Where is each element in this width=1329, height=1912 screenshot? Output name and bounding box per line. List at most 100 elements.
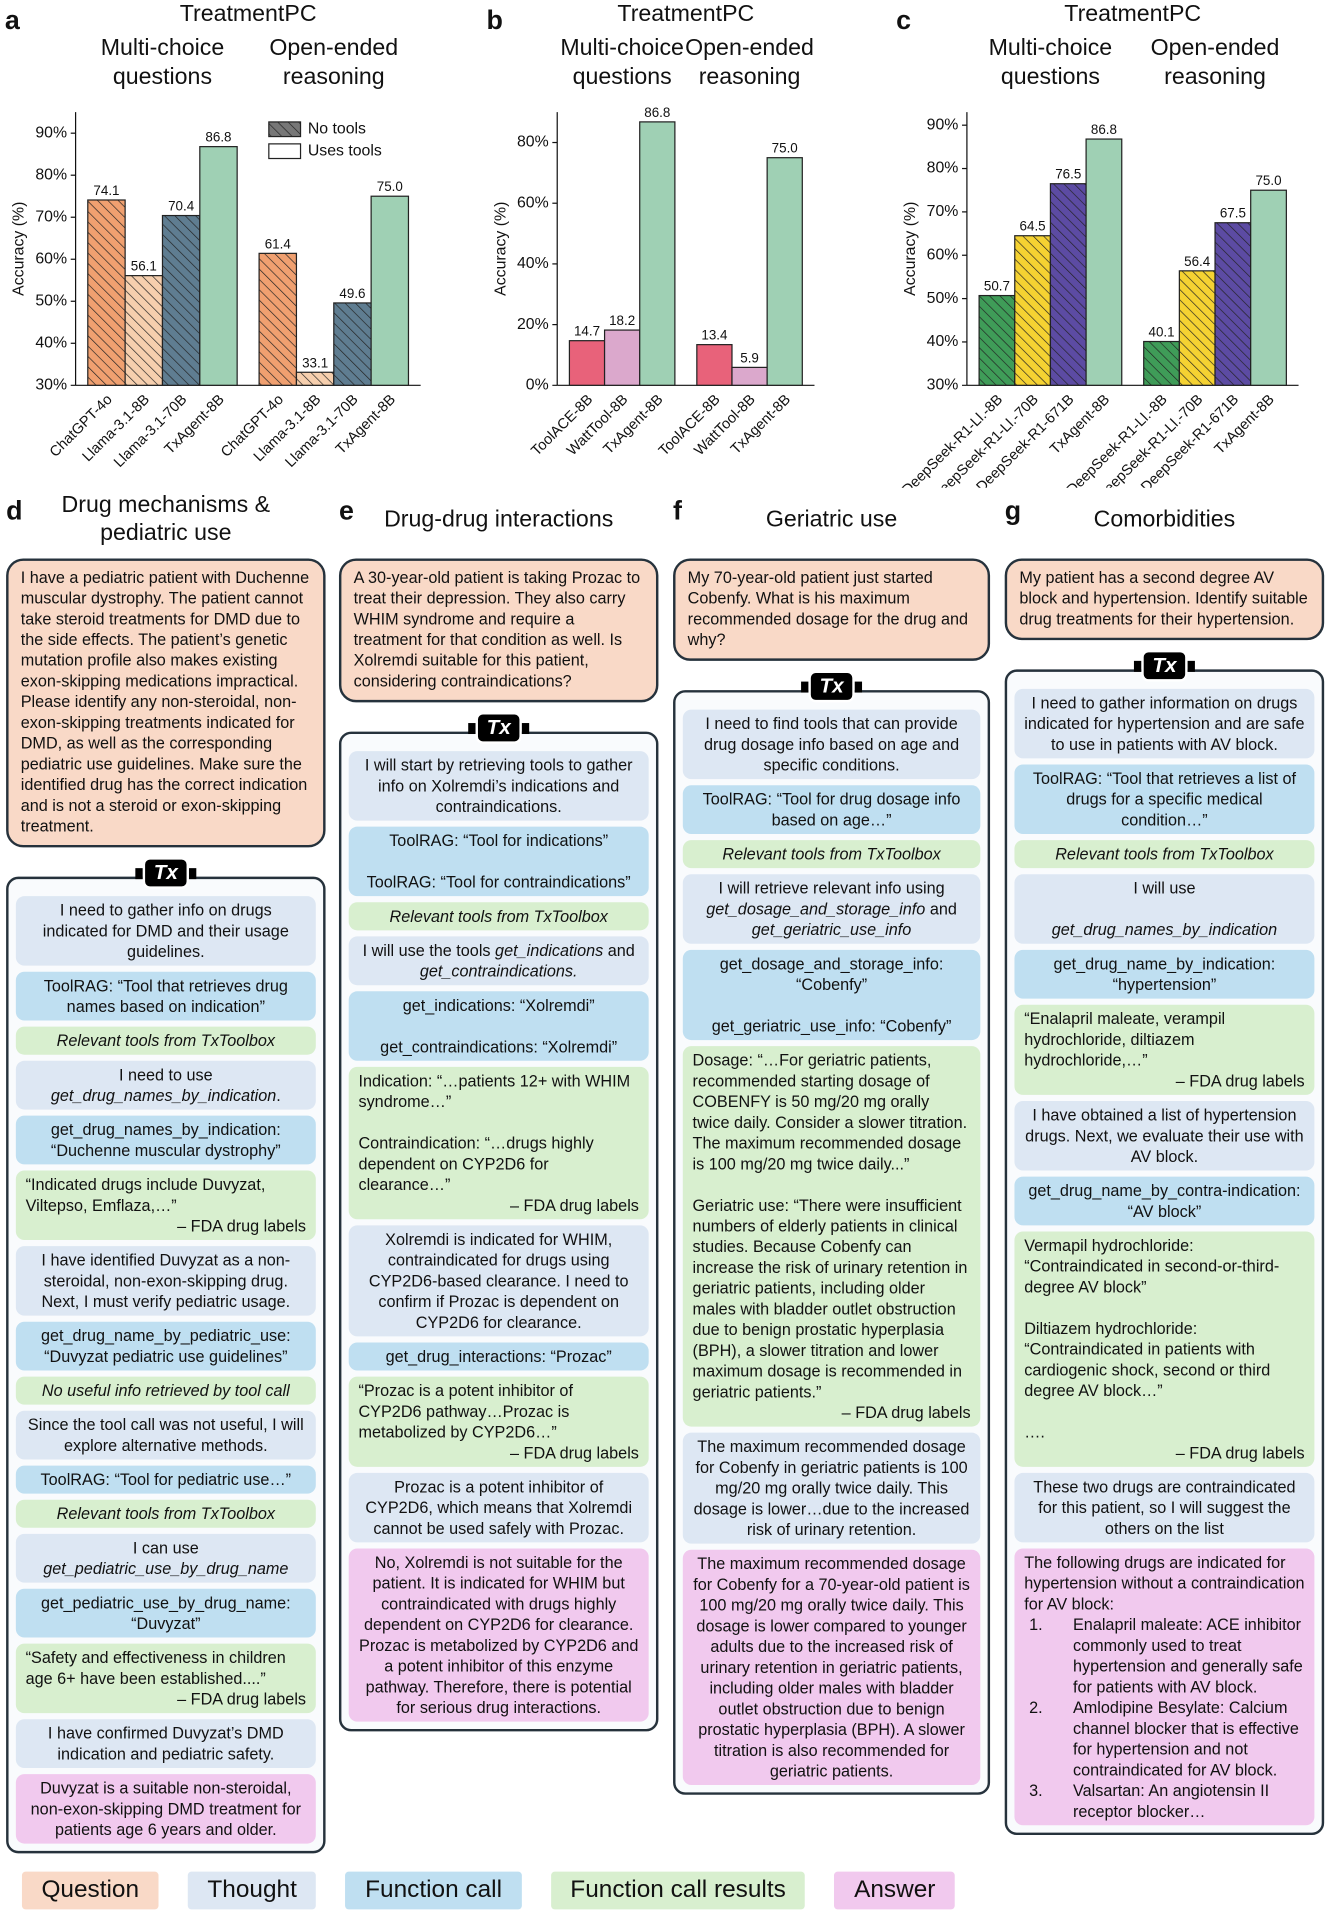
y-tick-label: 40% [35,334,67,351]
step-call: ToolRAG: “Tool for drug dosage info base… [682,785,981,835]
y-tick-label: 90% [927,116,959,133]
bar [731,366,768,386]
list-number: 1. [1029,1615,1043,1634]
text-span: I will use the tools [362,941,496,960]
paragraph: Relevant tools from TxToolbox [26,1030,306,1051]
paragraph: get_drug_names_by_indication: “Duchenne … [50,1120,281,1160]
y-tick-label: 80% [517,134,549,151]
panel: d Drug mechanisms & pediatric use I have a… [6,488,326,1854]
bar-hatch [1143,341,1180,386]
bar-hatch [1179,270,1216,386]
group-title: questions [573,63,672,89]
paragraph: get_drug_name_by_indication: “hypertensi… [1053,954,1276,994]
paragraph: I have confirmed Duvyzat’s DMD indicatio… [47,1724,284,1764]
group-title: questions [113,63,212,89]
paragraph: No useful info retrieved by tool call [26,1380,306,1401]
source: – FDA drug labels [177,1216,307,1236]
paragraph: get_drug_interactions: “Prozac” [385,1347,612,1366]
y-tick-label: 80% [927,160,959,177]
step-results: “Prozac is a potent inhibitor of CYP2D6 … [348,1376,649,1467]
value-label: 14.7 [574,324,600,339]
paragraph: Diltiazem hydrochloride: “Contraindicate… [1024,1319,1271,1400]
list-text: Enalapril maleate: ACE inhibitor commonl… [1072,1615,1303,1697]
paragraph: The maximum recommended dosage for Coben… [693,1554,970,1781]
source: – FDA drug labels [177,1689,307,1709]
paragraph: ToolRAG: “Tool that retrieves drug names… [43,976,288,1016]
question: I have a pediatric patient with Duchenne… [6,558,326,848]
code-span: Relevant tools from TxToolbox [1055,844,1274,864]
paragraph: get_dosage_and_storage_info: “Cobenfy” [719,954,944,994]
chart-title: TreatmentPC [1064,0,1201,26]
group-title: reasoning [283,63,385,89]
charts: a TreatmentPC Accuracy (%) 30% 40% 50% 60% 70% 8… [5,0,1299,488]
steps: I need to gather information on drugs in… [1004,669,1325,1836]
value-label: 56.1 [131,259,157,274]
paragraph: ToolRAG: “Tool for drug dosage info base… [702,790,961,830]
step-call: get_dosage_and_storage_info: “Cobenfy” ge… [682,949,981,1041]
code-span: Relevant tools from TxToolbox [56,1031,276,1050]
text-span: and [603,941,635,960]
value-label: 33.1 [302,355,328,370]
paragraph: I need to gather information on drugs in… [1024,693,1305,754]
value-label: 18.2 [609,313,635,328]
bar [603,329,641,386]
value-label: 70.4 [168,199,195,214]
paragraph: Indication: “…patients 12+ with WHIM syn… [358,1071,631,1111]
paragraph: Vermapil hydrochloride: “Contraindicated… [1024,1236,1280,1297]
step-answer: Duvyzat is a suitable non-steroidal, non… [15,1774,316,1844]
list-number: 2. [1029,1698,1043,1717]
value-label: 56.4 [1184,254,1211,269]
step-call: get_indications: “Xolremdi” get_contraind… [348,991,649,1061]
bar [766,157,803,386]
step-results: No useful info retrieved by tool call [15,1376,316,1405]
value-label: 75.0 [1255,173,1281,188]
source: – FDA drug labels [510,1196,639,1215]
step-call: ToolRAG: “Tool for pediatric use…” [15,1465,316,1494]
value-label: 40.1 [1148,325,1174,340]
paragraph: Duvyzat is a suitable non-steroidal, non… [30,1778,301,1839]
list-text: Valsartan: An angiotensin II receptor bl… [1072,1781,1270,1821]
y-axis-label: Accuracy (%) [902,202,919,296]
code-span: Relevant tools from TxToolbox [56,1504,276,1523]
y-tick-label: 30% [927,376,959,393]
group-title: Multi-choice [989,34,1113,60]
paragraph: ToolRAG: “Tool that retrieves a list of … [1032,769,1296,830]
code-span: Relevant tools from TxToolbox [389,907,608,926]
value-label: 67.5 [1220,206,1246,221]
bar [370,195,410,386]
bar-hatch [296,372,334,386]
paragraph: “Indicated drugs include Duvyzat, Viltep… [25,1175,266,1215]
paragraph: Relevant tools from TxToolbox [693,844,971,865]
source: – FDA drug labels [1175,1071,1305,1091]
y-tick-label: 50% [35,292,67,309]
legend-swatch [268,143,302,160]
paragraph: ToolRAG: “Tool for pediatric use…” [40,1470,292,1489]
legend-label: Uses tools [308,142,382,159]
step-thought: I need to gather info on drugs indicated… [15,896,316,966]
bar [639,121,676,386]
step-call: ToolRAG: “Tool that retrieves a list of … [1014,764,1315,835]
panel-header: g Comorbidities [1005,488,1324,551]
step-results: “Safety and effectiveness in children ag… [15,1643,316,1714]
bar-hatch [125,275,163,386]
step-call: ToolRAG: “Tool for indications” ToolRAG: … [348,826,649,897]
step-call: get_drug_interactions: “Prozac” [348,1342,649,1371]
value-label: 86.8 [644,105,670,120]
panel-label: e [338,495,354,526]
paragraph: get_drug_name_by_contra-indication: “AV … [1028,1181,1301,1221]
code-span: get_geriatric_use_info [751,920,912,939]
code-span: get_indications [495,941,604,960]
step-call: ToolRAG: “Tool that retrieves drug names… [15,971,316,1021]
bar-hatch [979,295,1015,386]
paragraph: The following drugs are indicated for hy… [1024,1553,1305,1614]
paragraph: Dosage: “…For geriatric patients, recomm… [692,1051,968,1173]
paragraph: get_geriatric_use_info: “Cobenfy” [711,1016,952,1036]
y-tick-label: 60% [35,250,67,267]
value-label: 76.5 [1055,167,1081,182]
steps: I will start by retrieving tools to gath… [338,731,659,1732]
tx-logo: Tx [801,670,862,703]
paragraph: Prozac is a potent inhibitor of CYP2D6, … [365,1477,633,1538]
bar [1085,138,1123,386]
